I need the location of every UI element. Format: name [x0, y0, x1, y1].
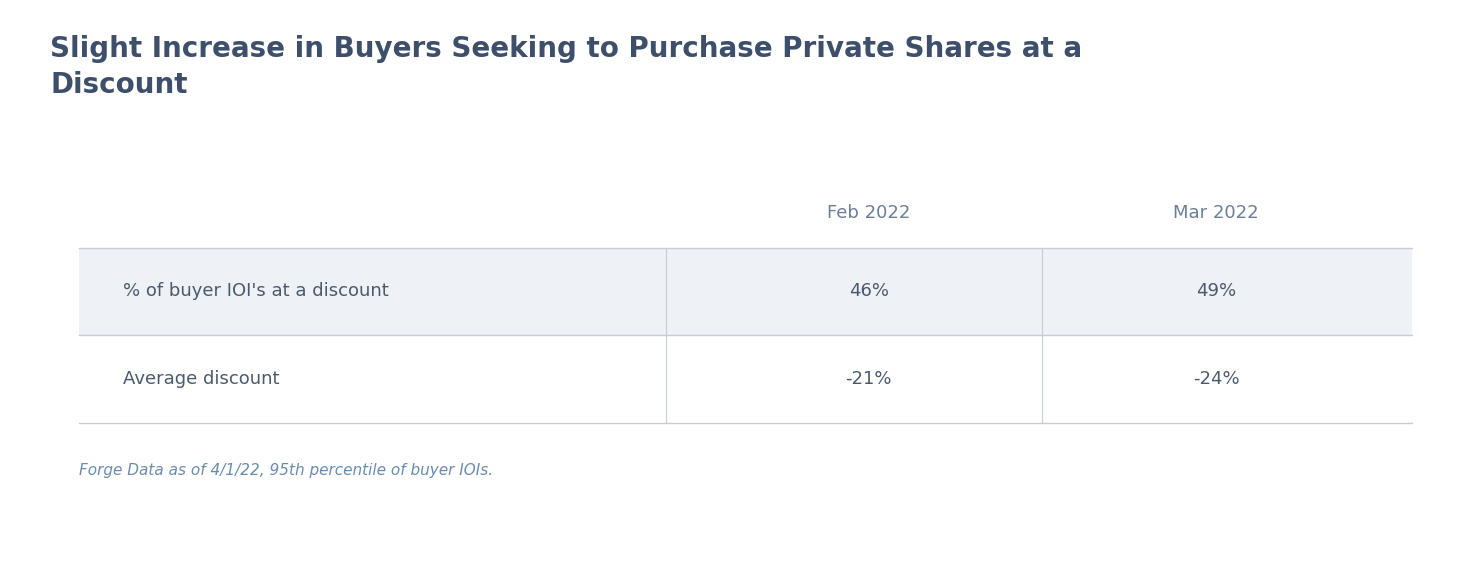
Text: -24%: -24%	[1193, 370, 1240, 388]
Text: -21%: -21%	[845, 370, 892, 388]
Text: Average discount: Average discount	[123, 370, 279, 388]
FancyBboxPatch shape	[79, 335, 1412, 423]
Text: 49%: 49%	[1196, 282, 1237, 300]
Text: Forge Data as of 4/1/22, 95th percentile of buyer IOIs.: Forge Data as of 4/1/22, 95th percentile…	[79, 463, 494, 478]
Text: Feb 2022: Feb 2022	[827, 204, 911, 222]
Text: 46%: 46%	[848, 282, 889, 300]
Text: Mar 2022: Mar 2022	[1174, 204, 1259, 222]
FancyBboxPatch shape	[79, 248, 1412, 335]
Text: % of buyer IOI's at a discount: % of buyer IOI's at a discount	[123, 282, 389, 300]
Text: Slight Increase in Buyers Seeking to Purchase Private Shares at a
Discount: Slight Increase in Buyers Seeking to Pur…	[50, 35, 1082, 99]
